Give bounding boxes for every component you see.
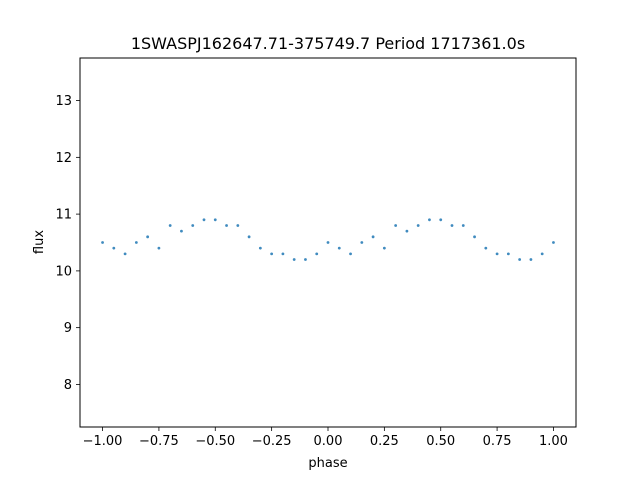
data-point [112,246,116,250]
data-point [405,229,409,233]
data-point [461,224,465,227]
data-point [315,252,319,256]
data-point [371,235,375,239]
data-point [134,241,138,244]
x-tick-label: 0.25 [370,434,399,449]
data-point [529,258,533,261]
x-tick-label: −0.75 [139,434,179,449]
data-point [349,252,352,256]
data-point [270,252,274,256]
data-point [518,258,522,261]
y-tick-label: 10 [55,264,72,279]
data-point [281,252,285,256]
y-tick-label: 9 [64,321,72,336]
data-point [495,252,499,256]
x-tick-label: −1.00 [83,434,123,449]
y-tick-label: 11 [55,208,72,223]
data-point [304,258,307,261]
data-point [326,241,330,244]
data-point [360,241,364,244]
y-tick-label: 12 [55,151,72,166]
data-point [202,218,206,222]
x-axis: −1.00 −0.75 −0.50 −0.25 0.00 0.25 0.50 0.75 1.00 [83,427,568,449]
data-point [236,224,240,227]
x-tick-label: 0.00 [314,434,343,449]
x-tick-label: −0.25 [252,434,292,449]
data-point [473,235,476,239]
data-point [123,252,127,256]
data-point [540,252,544,256]
x-tick-label: 1.00 [539,434,568,449]
data-point [450,224,454,227]
data-point [168,224,172,227]
data-point [416,224,420,227]
scatter-points [101,218,555,261]
y-tick-label: 8 [64,378,72,393]
x-tick-label: −0.50 [195,434,235,449]
y-axis-label: flux [32,230,47,254]
data-point [382,246,386,250]
y-tick-label: 13 [55,94,72,109]
data-point [191,224,195,227]
y-axis: 8 9 10 11 12 13 [55,94,80,393]
chart-title: 1SWASPJ162647.71-375749.7 Period 1717361… [131,34,525,53]
data-point [213,218,217,222]
data-point [247,235,251,239]
data-point [484,246,488,250]
data-point [292,258,296,261]
data-point [552,241,555,244]
data-point [506,252,510,256]
data-point [428,218,431,222]
data-point [146,235,150,239]
data-point [337,246,341,250]
data-point [225,224,228,227]
data-point [258,246,262,250]
data-point [394,224,398,227]
data-point [180,229,183,233]
x-axis-label: phase [308,456,347,471]
data-point [157,246,161,250]
x-tick-label: 0.50 [426,434,455,449]
data-point [101,241,104,244]
data-point [439,218,443,222]
x-tick-label: 0.75 [483,434,512,449]
